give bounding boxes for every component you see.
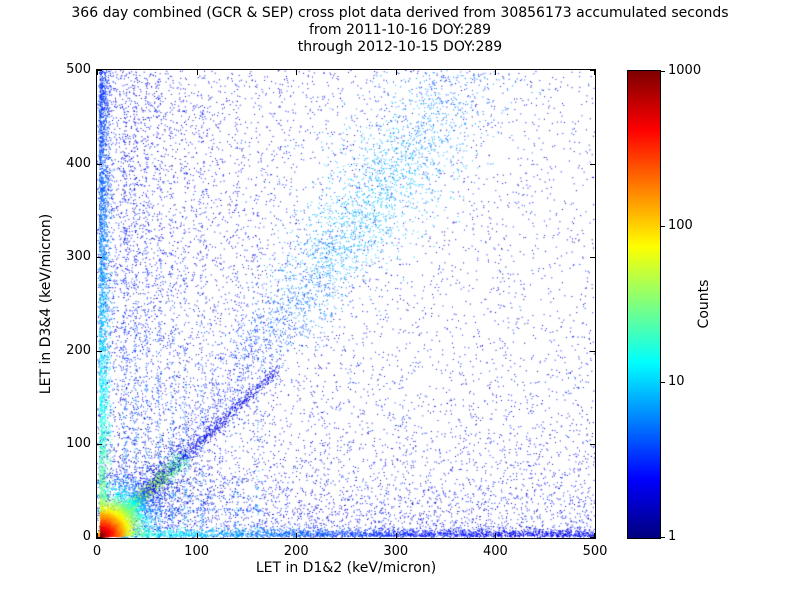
y-tick-mark <box>97 70 102 71</box>
x-axis-label: LET in D1&2 (keV/micron) <box>255 560 437 576</box>
y-tick-mark <box>97 163 102 165</box>
x-tick-label: 300 <box>383 544 409 559</box>
x-tick-mark <box>97 533 98 538</box>
x-tick-mark <box>296 533 298 538</box>
y-tick-mark <box>590 163 595 165</box>
colorbar-label: Counts <box>696 279 712 329</box>
x-tick-mark <box>395 533 397 538</box>
x-tick-mark <box>594 533 595 538</box>
x-tick-mark <box>196 533 198 538</box>
x-tick-mark <box>196 70 198 75</box>
colorbar-tick-label: 100 <box>668 218 693 234</box>
x-tick-mark <box>495 70 497 75</box>
x-tick-label: 400 <box>482 544 508 559</box>
x-tick-mark <box>97 70 98 75</box>
y-tick-label: 100 <box>66 436 91 452</box>
y-axis-label: LET in D3&4 (keV/micron) <box>38 213 54 395</box>
y-tick-label: 500 <box>66 62 91 77</box>
x-tick-label: 500 <box>582 544 608 559</box>
colorbar-tick-label: 1 <box>668 529 677 544</box>
colorbar-tick-mark <box>661 537 665 538</box>
x-tick-label: 200 <box>283 544 309 559</box>
y-tick-mark <box>97 444 102 446</box>
chart-title: 366 day combined (GCR & SEP) cross plot … <box>71 5 729 21</box>
y-tick-mark <box>97 257 102 259</box>
plot-frame <box>96 69 596 539</box>
colorbar-tick-label: 1000 <box>668 63 702 78</box>
colorbar-canvas <box>628 71 660 538</box>
x-tick-label: 0 <box>92 544 102 559</box>
y-tick-label: 0 <box>82 529 91 544</box>
colorbar-tick-mark <box>661 226 665 228</box>
chart-subtitle-through: through 2012-10-15 DOY:289 <box>297 39 503 55</box>
x-tick-mark <box>495 533 497 538</box>
x-tick-mark <box>594 70 595 75</box>
y-tick-mark <box>590 257 595 259</box>
y-tick-label: 300 <box>66 249 91 265</box>
x-tick-label: 100 <box>184 544 210 559</box>
y-tick-label: 400 <box>66 155 91 171</box>
chart-subtitle-from: from 2011-10-16 DOY:289 <box>308 22 491 38</box>
y-tick-mark <box>590 444 595 446</box>
y-tick-mark <box>97 350 102 352</box>
colorbar <box>627 70 661 539</box>
colorbar-tick-mark <box>661 71 665 72</box>
y-tick-label: 200 <box>66 342 91 358</box>
y-tick-mark <box>590 70 595 71</box>
x-tick-mark <box>296 70 298 75</box>
colorbar-tick-mark <box>661 381 665 383</box>
y-tick-mark <box>97 537 102 538</box>
y-tick-mark <box>590 350 595 352</box>
x-tick-mark <box>395 70 397 75</box>
colorbar-tick-label: 10 <box>668 373 685 389</box>
scatter-canvas <box>97 70 595 538</box>
y-tick-mark <box>590 537 595 538</box>
